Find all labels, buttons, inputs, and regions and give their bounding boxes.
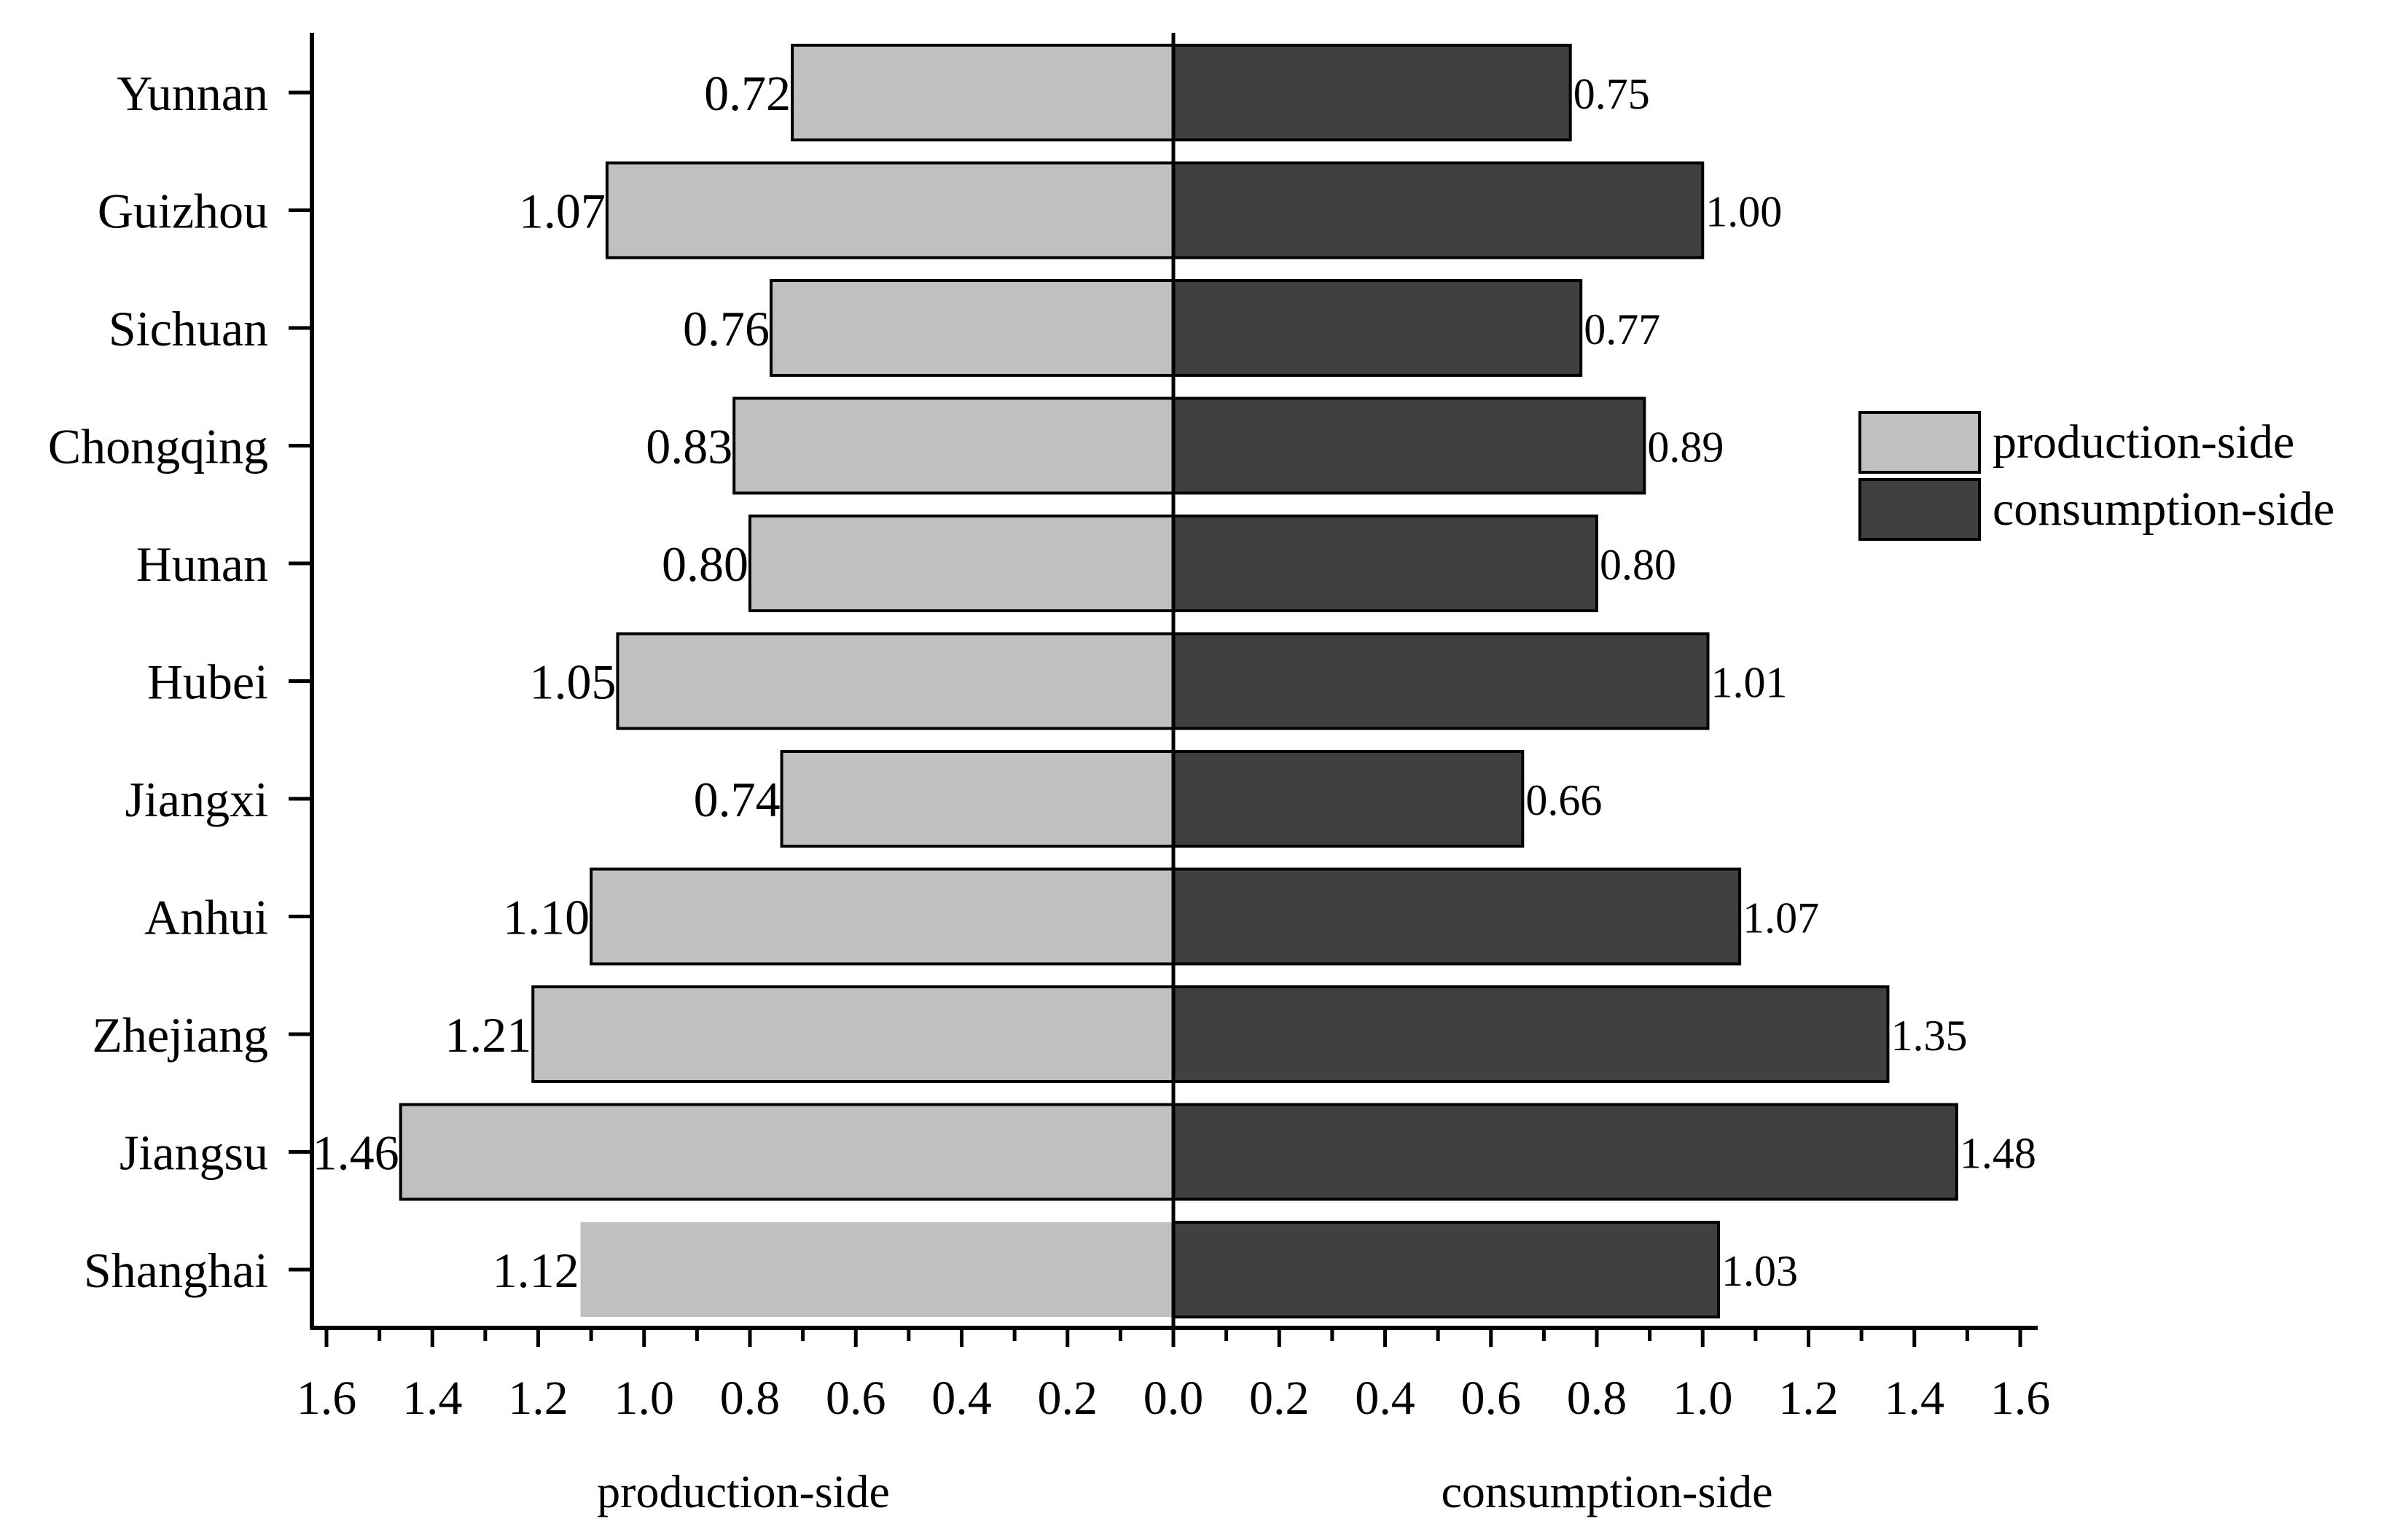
bar-consumption-guizhou xyxy=(1172,161,1705,259)
bar-production-yunnan xyxy=(791,44,1175,141)
bar-production-hunan xyxy=(748,515,1175,612)
bar-consumption-yunnan xyxy=(1172,44,1572,141)
bar-consumption-hunan xyxy=(1172,515,1598,612)
value-label-consumption-anhui: 1.07 xyxy=(1743,894,1819,942)
value-label-consumption-zhejiang: 1.35 xyxy=(1891,1012,1967,1060)
x-tick-label-left-2: 1.2 xyxy=(508,1372,568,1425)
x-tick-label-left-1: 1.4 xyxy=(402,1372,463,1425)
x-axis-title-right: consumption-side xyxy=(1441,1466,1772,1517)
x-tick-label-right-8: 1.6 xyxy=(1990,1372,2051,1425)
value-label-production-hubei: 1.05 xyxy=(529,654,616,710)
value-label-production-anhui: 1.10 xyxy=(503,890,590,945)
bar-production-zhejiang xyxy=(531,985,1175,1083)
legend-label-production: production-side xyxy=(1993,415,2294,469)
x-axis-title-left: production-side xyxy=(597,1466,890,1517)
x-tick-label-right-1: 0.2 xyxy=(1249,1372,1310,1425)
x-tick-label-right-5: 1.0 xyxy=(1673,1372,1733,1425)
value-label-production-jiangxi: 0.74 xyxy=(694,772,781,827)
x-tick-label-left-3: 1.0 xyxy=(614,1372,675,1425)
legend-swatch-consumption xyxy=(1858,478,1981,541)
bar-consumption-anhui xyxy=(1172,867,1742,966)
category-label-chongqing: Chongqing xyxy=(48,419,268,474)
x-tick-label-left-0: 1.6 xyxy=(297,1372,357,1425)
bar-production-shanghai xyxy=(580,1222,1173,1317)
value-label-production-zhejiang: 1.21 xyxy=(445,1007,531,1063)
category-label-hunan: Hunan xyxy=(136,536,268,592)
x-tick-label-left-5: 0.6 xyxy=(826,1372,886,1425)
bar-production-chongqing xyxy=(732,396,1175,495)
bar-consumption-hubei xyxy=(1172,632,1710,730)
bar-consumption-shanghai xyxy=(1172,1221,1721,1318)
bar-production-guizhou xyxy=(605,161,1175,259)
value-label-consumption-hunan: 0.80 xyxy=(1600,541,1676,589)
value-label-production-sichuan: 0.76 xyxy=(683,301,770,356)
value-label-consumption-jiangsu: 1.48 xyxy=(1960,1130,2036,1178)
value-label-consumption-guizhou: 1.00 xyxy=(1705,188,1782,236)
category-label-zhejiang: Zhejiang xyxy=(92,1007,268,1063)
value-label-consumption-yunnan: 0.75 xyxy=(1573,70,1650,118)
value-label-production-shanghai: 1.12 xyxy=(493,1243,579,1298)
category-label-shanghai: Shanghai xyxy=(84,1243,268,1298)
legend-swatch-production xyxy=(1858,411,1981,474)
bars-layer xyxy=(399,44,1958,1318)
x-tick-label-right-6: 1.2 xyxy=(1778,1372,1839,1425)
bar-consumption-sichuan xyxy=(1172,279,1583,377)
value-label-production-chongqing: 0.83 xyxy=(646,419,732,474)
legend: production-side consumption-side xyxy=(1858,411,2334,541)
category-label-yunnan: Yunnan xyxy=(117,66,268,121)
bar-consumption-jiangxi xyxy=(1172,750,1525,848)
value-label-consumption-sichuan: 0.77 xyxy=(1584,305,1660,353)
bar-production-anhui xyxy=(590,867,1175,966)
value-label-production-jiangsu: 1.46 xyxy=(313,1125,399,1181)
category-label-sichuan: Sichuan xyxy=(109,301,268,356)
value-label-consumption-shanghai: 1.03 xyxy=(1721,1247,1798,1295)
x-tick-label-right-4: 0.8 xyxy=(1567,1372,1627,1425)
category-label-jiangsu: Jiangsu xyxy=(120,1125,268,1181)
category-label-anhui: Anhui xyxy=(144,890,268,945)
legend-label-consumption: consumption-side xyxy=(1993,482,2334,536)
value-label-consumption-chongqing: 0.89 xyxy=(1647,423,1724,472)
category-label-jiangxi: Jiangxi xyxy=(125,772,268,827)
x-tick-label-left-7: 0.2 xyxy=(1038,1372,1098,1425)
category-label-hubei: Hubei xyxy=(147,654,268,710)
bar-consumption-zhejiang xyxy=(1172,985,1890,1083)
x-tick-label-left-4: 0.8 xyxy=(720,1372,781,1425)
category-label-guizhou: Guizhou xyxy=(98,184,268,239)
x-tick-label-right-3: 0.6 xyxy=(1461,1372,1522,1425)
value-label-consumption-jiangxi: 0.66 xyxy=(1525,776,1602,824)
bar-production-jiangsu xyxy=(399,1103,1175,1201)
axis-layer xyxy=(289,33,2038,1347)
x-tick-label-right-0: 0.0 xyxy=(1143,1372,1204,1425)
labels-layer: Yunnan 0.72 0.75 Guizhou 1.07 1.00 Sichuan 0.76… xyxy=(48,66,2051,1425)
value-label-consumption-hubei: 1.01 xyxy=(1711,659,1788,707)
bar-production-hubei xyxy=(616,632,1175,730)
bar-production-sichuan xyxy=(770,279,1176,377)
value-label-production-guizhou: 1.07 xyxy=(519,184,606,239)
bar-consumption-chongqing xyxy=(1172,396,1646,495)
x-tick-label-left-6: 0.4 xyxy=(931,1372,992,1425)
x-tick-label-right-7: 1.4 xyxy=(1885,1372,1945,1425)
bar-consumption-jiangsu xyxy=(1172,1103,1958,1201)
bar-production-jiangxi xyxy=(780,750,1175,848)
value-label-production-hunan: 0.80 xyxy=(662,536,748,592)
value-label-production-yunnan: 0.72 xyxy=(704,66,791,121)
x-tick-label-right-2: 0.4 xyxy=(1355,1372,1415,1425)
